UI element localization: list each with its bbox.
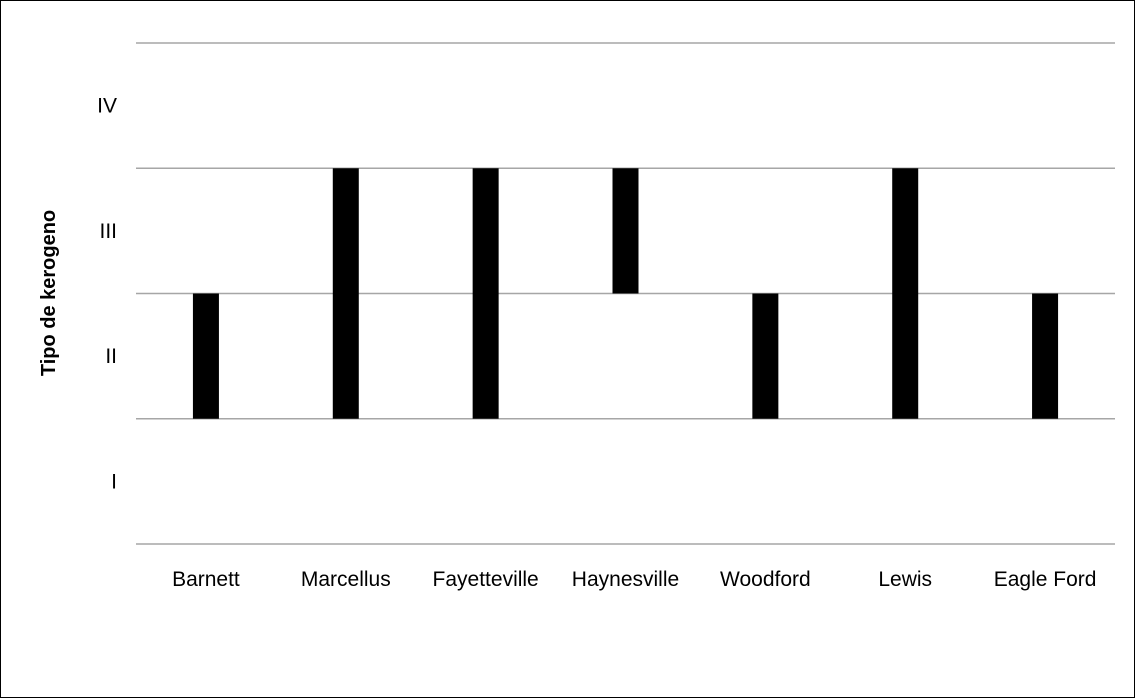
- x-tick-label: Fayetteville: [433, 568, 539, 591]
- bar: [332, 168, 359, 419]
- y-tick-label: II: [105, 345, 117, 368]
- bar: [1032, 293, 1059, 419]
- x-tick-label: Marcellus: [301, 568, 391, 591]
- y-tick-label: I: [111, 470, 117, 493]
- x-tick-label: Lewis: [878, 568, 932, 591]
- x-tick-label: Eagle Ford: [994, 568, 1097, 591]
- y-axis-title: Tipo de kerogeno: [38, 210, 60, 376]
- bar: [472, 168, 499, 419]
- bar: [752, 293, 779, 419]
- bar: [892, 168, 919, 419]
- bar: [192, 293, 219, 419]
- x-tick-labels: Barnett Marcellus Fayetteville Haynesville W…: [172, 568, 1096, 591]
- bar: [612, 168, 639, 294]
- y-tick-label: III: [99, 220, 117, 243]
- y-tick-label: IV: [97, 95, 117, 118]
- x-tick-label: Barnett: [172, 568, 240, 591]
- bars: [192, 168, 1059, 419]
- x-tick-label: Woodford: [720, 568, 811, 591]
- x-tick-label: Haynesville: [572, 568, 679, 591]
